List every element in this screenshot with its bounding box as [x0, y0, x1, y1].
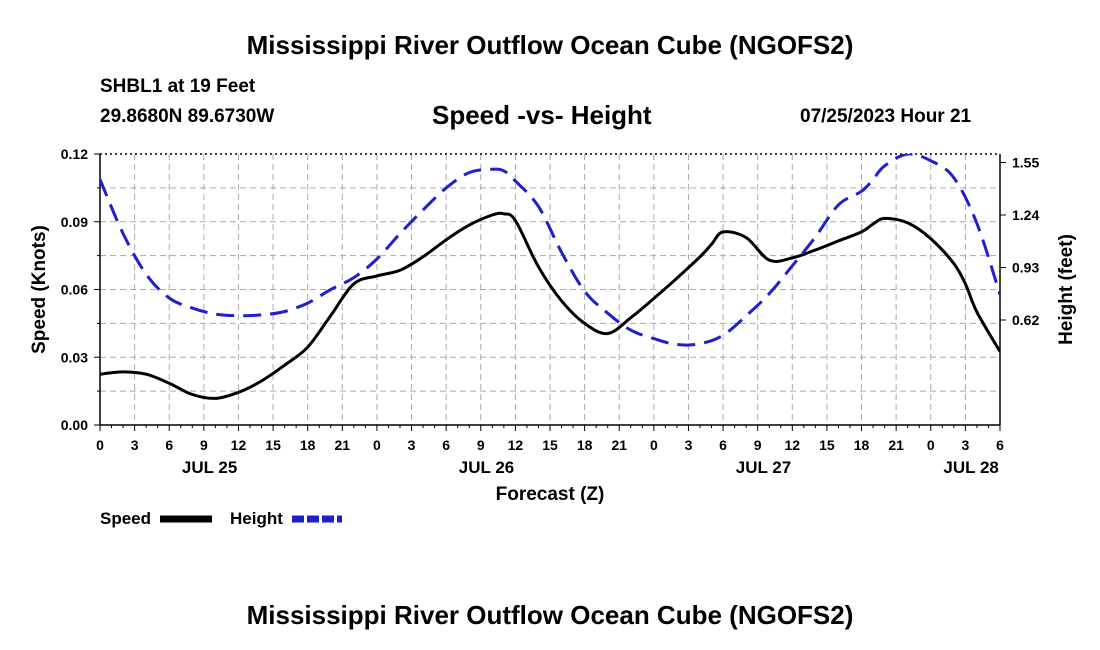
x-tick-label: 0	[927, 437, 935, 453]
x-tick-label: 9	[754, 437, 762, 453]
chart-subtitle: Speed -vs- Height	[432, 100, 652, 130]
x-tick-label: 0	[650, 437, 658, 453]
y2-tick-label: 0.93	[1012, 259, 1039, 275]
x-axis-label: Forecast (Z)	[496, 484, 605, 505]
x-tick-label: 18	[577, 437, 593, 453]
x-tick-label: 9	[477, 437, 485, 453]
x-tick-label: 18	[854, 437, 870, 453]
x-tick-label: 9	[200, 437, 208, 453]
date-label: JUL 25	[182, 458, 237, 477]
y-tick-label: 0.06	[61, 282, 88, 298]
date-label: JUL 28	[943, 458, 998, 477]
x-tick-label: 6	[165, 437, 173, 453]
x-tick-label: 15	[265, 437, 281, 453]
station-label: SHBL1 at 19 Feet	[100, 76, 256, 97]
date-label: JUL 26	[459, 458, 514, 477]
y-axis-label: Speed (Knots)	[29, 225, 50, 354]
footer-title: Mississippi River Outflow Ocean Cube (NG…	[246, 600, 854, 630]
y-tick-label: 0.12	[61, 146, 88, 162]
x-tick-label: 12	[785, 437, 801, 453]
series-height-line	[100, 154, 1000, 347]
x-tick-label: 21	[888, 437, 904, 453]
date-label: JUL 27	[736, 458, 791, 477]
x-tick-label: 15	[819, 437, 835, 453]
x-tick-label: 0	[373, 437, 381, 453]
x-tick-label: 6	[442, 437, 450, 453]
x-tick-label: 21	[611, 437, 627, 453]
x-tick-label: 3	[408, 437, 416, 453]
y-tick-label: 0.00	[61, 417, 88, 433]
y2-axis-label: Height (feet)	[1056, 234, 1077, 345]
x-tick-label: 6	[719, 437, 727, 453]
x-tick-label: 12	[231, 437, 247, 453]
y2-tick-label: 0.62	[1012, 312, 1039, 328]
y2-tick-label: 1.55	[1012, 154, 1039, 170]
x-tick-label: 3	[961, 437, 969, 453]
x-tick-label: 21	[335, 437, 351, 453]
x-tick-label: 6	[996, 437, 1004, 453]
series-speed-line	[100, 211, 1000, 400]
x-tick-label: 0	[96, 437, 104, 453]
legend-height-label: Height	[230, 509, 283, 528]
x-tick-label: 3	[685, 437, 693, 453]
coordinates-label: 29.8680N 89.6730W	[100, 106, 275, 127]
x-tick-label: 12	[508, 437, 524, 453]
x-tick-label: 18	[300, 437, 316, 453]
legend-speed-label: Speed	[100, 509, 152, 528]
datetime-label: 07/25/2023 Hour 21	[800, 106, 972, 127]
x-tick-label: 15	[542, 437, 558, 453]
y-tick-label: 0.03	[61, 349, 88, 365]
y2-tick-label: 1.24	[1012, 207, 1039, 223]
x-tick-label: 3	[131, 437, 139, 453]
y-tick-label: 0.09	[61, 214, 88, 230]
chart-title: Mississippi River Outflow Ocean Cube (NG…	[246, 30, 854, 60]
